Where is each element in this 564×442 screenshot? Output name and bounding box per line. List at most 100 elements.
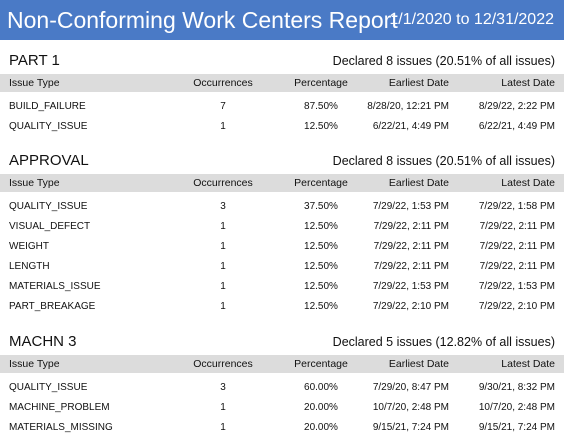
section-header: APPROVAL Declared 8 issues (20.51% of al… <box>0 150 564 174</box>
work-center-section: PART 1 Declared 8 issues (20.51% of all … <box>0 50 564 136</box>
column-header-occurrences: Occurrences <box>193 77 253 89</box>
column-header-latest-date: Latest Date <box>501 177 555 189</box>
occurrences-cell: 3 <box>220 200 226 212</box>
column-header-percentage: Percentage <box>294 77 348 89</box>
column-header-earliest-date: Earliest Date <box>388 77 449 89</box>
occurrences-cell: 1 <box>220 421 226 433</box>
occurrences-cell: 1 <box>220 280 226 292</box>
percentage-cell: 87.50% <box>304 100 338 112</box>
latest-date-cell: 9/15/21, 7:24 PM <box>478 421 555 433</box>
issue-type-cell: BUILD_FAILURE <box>9 100 86 112</box>
issue-type-cell: LENGTH <box>9 260 50 272</box>
column-header-issue-type: Issue Type <box>9 177 60 189</box>
table-row: PART_BREAKAGE 1 12.50% 7/29/22, 2:10 PM … <box>0 296 564 316</box>
issue-type-cell: QUALITY_ISSUE <box>9 381 88 393</box>
issues-table: Issue Type Occurrences Percentage Earlie… <box>0 355 564 437</box>
column-header-latest-date: Latest Date <box>501 358 555 370</box>
column-header-percentage: Percentage <box>294 177 348 189</box>
earliest-date-cell: 7/29/22, 2:10 PM <box>372 300 449 312</box>
earliest-date-cell: 7/29/22, 1:53 PM <box>372 200 449 212</box>
declared-issues-summary: Declared 8 issues (20.51% of all issues) <box>332 154 555 168</box>
declared-issues-summary: Declared 8 issues (20.51% of all issues) <box>332 54 555 68</box>
earliest-date-cell: 7/29/22, 2:11 PM <box>373 220 449 232</box>
issue-type-cell: WEIGHT <box>9 240 49 252</box>
occurrences-cell: 7 <box>220 100 226 112</box>
work-center-section: APPROVAL Declared 8 issues (20.51% of al… <box>0 150 564 316</box>
issue-type-cell: MACHINE_PROBLEM <box>9 401 110 413</box>
earliest-date-cell: 8/28/20, 12:21 PM <box>367 100 449 112</box>
table-row: BUILD_FAILURE 7 87.50% 8/28/20, 12:21 PM… <box>0 96 564 116</box>
percentage-cell: 12.50% <box>304 280 338 292</box>
table-row: QUALITY_ISSUE 3 37.50% 7/29/22, 1:53 PM … <box>0 196 564 216</box>
column-header-issue-type: Issue Type <box>9 358 60 370</box>
percentage-cell: 12.50% <box>304 300 338 312</box>
column-header-issue-type: Issue Type <box>9 77 60 89</box>
issues-table: Issue Type Occurrences Percentage Earlie… <box>0 74 564 136</box>
issue-type-cell: PART_BREAKAGE <box>9 300 96 312</box>
table-header-row: Issue Type Occurrences Percentage Earlie… <box>0 355 564 373</box>
percentage-cell: 20.00% <box>304 421 338 433</box>
occurrences-cell: 1 <box>220 401 226 413</box>
latest-date-cell: 7/29/22, 2:11 PM <box>479 260 555 272</box>
table-row: MATERIALS_MISSING 1 20.00% 9/15/21, 7:24… <box>0 417 564 437</box>
section-header: MACHN 3 Declared 5 issues (12.82% of all… <box>0 331 564 355</box>
earliest-date-cell: 10/7/20, 2:48 PM <box>372 401 449 413</box>
column-header-occurrences: Occurrences <box>193 358 253 370</box>
issue-type-cell: MATERIALS_MISSING <box>9 421 113 433</box>
table-header-row: Issue Type Occurrences Percentage Earlie… <box>0 74 564 92</box>
earliest-date-cell: 7/29/22, 2:11 PM <box>373 260 449 272</box>
percentage-cell: 12.50% <box>304 120 338 132</box>
report-date-range: 1/1/2020 to 12/31/2022 <box>389 11 554 28</box>
work-center-section: MACHN 3 Declared 5 issues (12.82% of all… <box>0 331 564 437</box>
table-row: QUALITY_ISSUE 1 12.50% 6/22/21, 4:49 PM … <box>0 116 564 136</box>
percentage-cell: 60.00% <box>304 381 338 393</box>
latest-date-cell: 7/29/22, 1:58 PM <box>478 200 555 212</box>
latest-date-cell: 9/30/21, 8:32 PM <box>478 381 555 393</box>
section-header: PART 1 Declared 8 issues (20.51% of all … <box>0 50 564 74</box>
percentage-cell: 20.00% <box>304 401 338 413</box>
work-center-name: APPROVAL <box>9 152 89 169</box>
latest-date-cell: 7/29/22, 1:53 PM <box>478 280 555 292</box>
occurrences-cell: 1 <box>220 220 226 232</box>
occurrences-cell: 1 <box>220 260 226 272</box>
earliest-date-cell: 6/22/21, 4:49 PM <box>372 120 449 132</box>
latest-date-cell: 7/29/22, 2:10 PM <box>478 300 555 312</box>
table-header-row: Issue Type Occurrences Percentage Earlie… <box>0 174 564 192</box>
work-center-name: MACHN 3 <box>9 333 77 350</box>
earliest-date-cell: 7/29/22, 1:53 PM <box>372 280 449 292</box>
latest-date-cell: 8/29/22, 2:22 PM <box>478 100 555 112</box>
report-header-banner: Non-Conforming Work Centers Report 1/1/2… <box>0 0 564 40</box>
latest-date-cell: 7/29/22, 2:11 PM <box>479 220 555 232</box>
occurrences-cell: 1 <box>220 120 226 132</box>
latest-date-cell: 6/22/21, 4:49 PM <box>478 120 555 132</box>
earliest-date-cell: 7/29/22, 2:11 PM <box>373 240 449 252</box>
issues-table: Issue Type Occurrences Percentage Earlie… <box>0 174 564 316</box>
table-row: LENGTH 1 12.50% 7/29/22, 2:11 PM 7/29/22… <box>0 256 564 276</box>
percentage-cell: 12.50% <box>304 260 338 272</box>
column-header-earliest-date: Earliest Date <box>388 358 449 370</box>
report-title: Non-Conforming Work Centers Report <box>7 7 398 33</box>
percentage-cell: 37.50% <box>304 200 338 212</box>
issue-type-cell: VISUAL_DEFECT <box>9 220 91 232</box>
table-row: MATERIALS_ISSUE 1 12.50% 7/29/22, 1:53 P… <box>0 276 564 296</box>
column-header-occurrences: Occurrences <box>193 177 253 189</box>
latest-date-cell: 7/29/22, 2:11 PM <box>479 240 555 252</box>
issue-type-cell: QUALITY_ISSUE <box>9 120 88 132</box>
table-row: WEIGHT 1 12.50% 7/29/22, 2:11 PM 7/29/22… <box>0 236 564 256</box>
latest-date-cell: 10/7/20, 2:48 PM <box>478 401 555 413</box>
issue-type-cell: MATERIALS_ISSUE <box>9 280 101 292</box>
table-row: MACHINE_PROBLEM 1 20.00% 10/7/20, 2:48 P… <box>0 397 564 417</box>
percentage-cell: 12.50% <box>304 220 338 232</box>
column-header-latest-date: Latest Date <box>501 77 555 89</box>
declared-issues-summary: Declared 5 issues (12.82% of all issues) <box>332 335 555 349</box>
earliest-date-cell: 9/15/21, 7:24 PM <box>372 421 449 433</box>
table-row: QUALITY_ISSUE 3 60.00% 7/29/20, 8:47 PM … <box>0 377 564 397</box>
work-center-name: PART 1 <box>9 52 60 69</box>
table-row: VISUAL_DEFECT 1 12.50% 7/29/22, 2:11 PM … <box>0 216 564 236</box>
issue-type-cell: QUALITY_ISSUE <box>9 200 88 212</box>
column-header-percentage: Percentage <box>294 358 348 370</box>
occurrences-cell: 1 <box>220 300 226 312</box>
occurrences-cell: 3 <box>220 381 226 393</box>
column-header-earliest-date: Earliest Date <box>388 177 449 189</box>
earliest-date-cell: 7/29/20, 8:47 PM <box>372 381 449 393</box>
